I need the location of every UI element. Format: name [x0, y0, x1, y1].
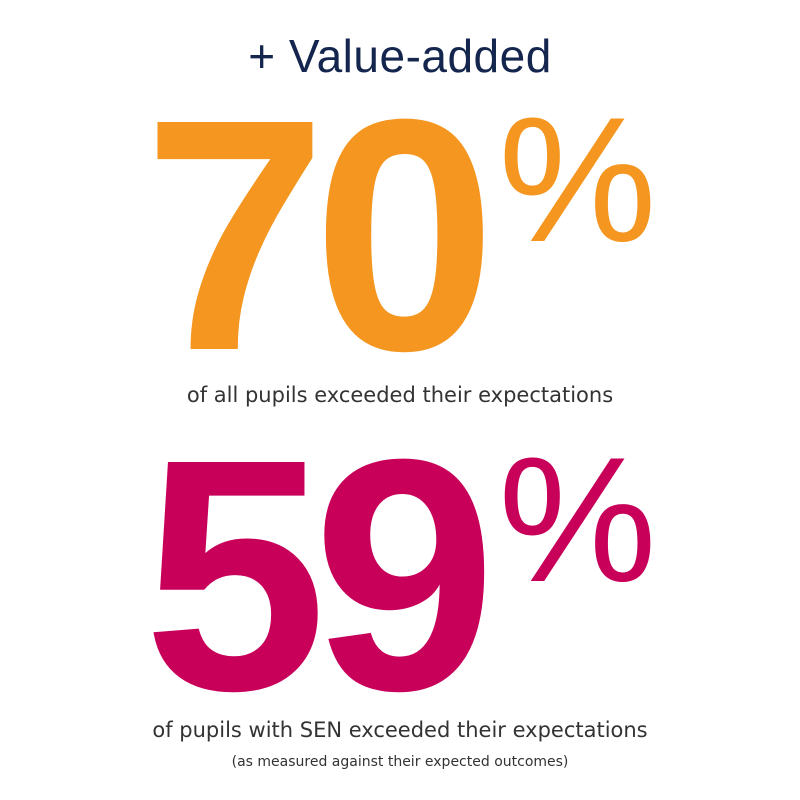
stat-sen-pupils-percent-sign: %	[498, 420, 657, 619]
stat-sen-pupils-note: (as measured against their expected outc…	[231, 754, 569, 770]
stat-sen-pupils-caption: of pupils with SEN exceeded their expect…	[152, 718, 648, 742]
stat-sen-pupils-number: 59	[143, 390, 496, 759]
stat-all-pupils: 70%	[0, 50, 800, 419]
page-title: + Value-added	[248, 30, 552, 82]
stat-sen-pupils: 59%	[0, 390, 800, 759]
stat-all-pupils-percent-sign: %	[498, 80, 657, 279]
stat-all-pupils-caption: of all pupils exceeded their expectation…	[186, 383, 614, 407]
stat-all-pupils-number: 70	[143, 50, 496, 419]
